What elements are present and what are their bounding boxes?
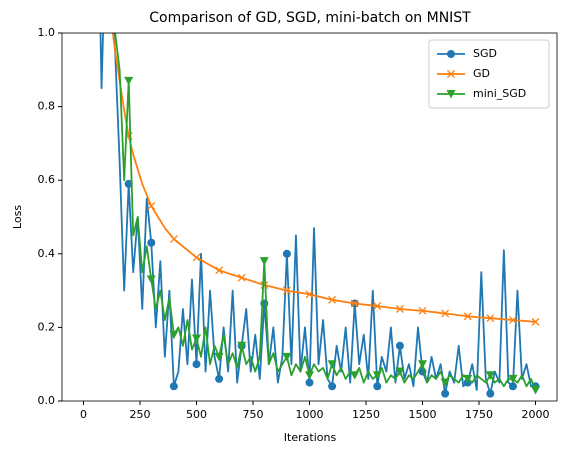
y-tick-label: 0.2 xyxy=(38,320,56,333)
marker xyxy=(146,275,156,285)
marker xyxy=(418,306,427,315)
plot-frame xyxy=(61,32,558,402)
marker xyxy=(305,378,314,387)
marker xyxy=(282,352,292,362)
marker xyxy=(440,378,450,388)
y-tick-label: 0.6 xyxy=(38,173,56,186)
y-tick-label: 0.8 xyxy=(38,100,56,113)
marker xyxy=(350,371,360,380)
marker xyxy=(305,371,314,380)
marker xyxy=(305,290,314,299)
x-tick-label: 500 xyxy=(186,408,207,421)
marker xyxy=(147,202,156,210)
marker xyxy=(486,389,495,398)
x-tick-label: 0 xyxy=(80,408,87,421)
x-tick-label: 2000 xyxy=(522,408,550,421)
marker xyxy=(214,352,224,362)
x-tick-label: 1750 xyxy=(465,408,493,421)
marker xyxy=(463,312,472,321)
marker xyxy=(486,314,495,323)
x-axis-label: Iterations xyxy=(284,431,337,444)
marker xyxy=(169,382,178,391)
marker xyxy=(215,374,224,383)
marker xyxy=(463,374,473,384)
marker xyxy=(328,295,337,304)
marker xyxy=(418,360,428,369)
marker xyxy=(441,309,450,318)
marker xyxy=(169,330,179,340)
marker xyxy=(259,257,269,266)
marker xyxy=(328,382,337,391)
legend-label: SGD xyxy=(473,47,497,60)
marker xyxy=(191,334,201,343)
x-tick-label: 250 xyxy=(129,408,150,421)
marker xyxy=(531,317,540,326)
legend-label: mini_SGD xyxy=(473,87,526,100)
x-tick-label: 1000 xyxy=(296,408,324,421)
marker xyxy=(124,179,133,188)
marker xyxy=(531,385,541,395)
x-tick-label: 1500 xyxy=(409,408,437,421)
marker xyxy=(508,316,517,324)
marker xyxy=(282,286,291,295)
marker xyxy=(508,374,518,384)
chart-title: Comparison of GD, SGD, mini-batch on MNI… xyxy=(149,10,471,26)
legend-box xyxy=(428,39,550,109)
x-tick-label: 1250 xyxy=(352,408,380,421)
legend-label: GD xyxy=(473,67,490,80)
marker xyxy=(192,360,201,369)
plot-area xyxy=(99,33,541,398)
marker xyxy=(447,70,455,78)
marker xyxy=(447,50,455,58)
marker xyxy=(395,367,405,377)
marker xyxy=(282,249,291,258)
y-tick-label: 1.0 xyxy=(38,26,56,39)
marker xyxy=(446,90,456,99)
marker xyxy=(260,281,269,290)
marker xyxy=(215,266,224,275)
marker xyxy=(373,382,382,391)
marker xyxy=(508,382,517,391)
marker xyxy=(327,360,337,369)
marker xyxy=(395,341,404,350)
marker xyxy=(237,341,247,351)
marker xyxy=(395,305,404,313)
marker xyxy=(237,273,246,282)
marker xyxy=(373,302,382,311)
marker xyxy=(124,76,134,86)
marker xyxy=(441,389,450,398)
y-tick-label: 0.4 xyxy=(38,247,56,260)
y-axis-label: Loss xyxy=(11,205,24,229)
marker xyxy=(485,371,495,380)
y-tick-label: 0.0 xyxy=(38,394,56,407)
marker xyxy=(192,253,201,262)
series-line xyxy=(111,33,536,323)
marker xyxy=(372,371,382,380)
x-tick-label: 750 xyxy=(242,408,263,421)
marker xyxy=(147,238,156,247)
marker xyxy=(169,235,178,244)
marker xyxy=(350,299,359,308)
